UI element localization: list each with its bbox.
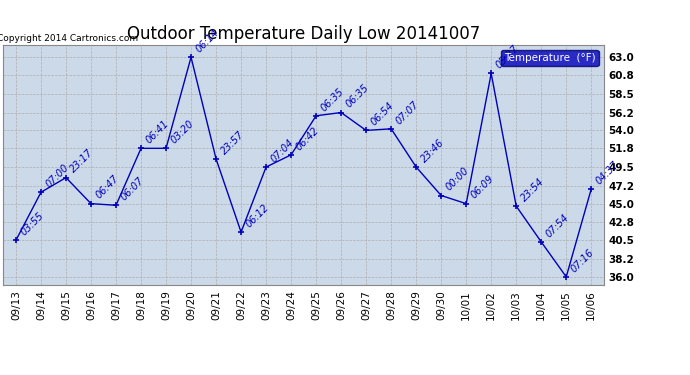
Text: 07:54: 07:54 (544, 212, 571, 239)
Text: 06:47: 06:47 (94, 174, 121, 201)
Text: 05:27: 05:27 (494, 44, 521, 71)
Text: 23:17: 23:17 (69, 148, 96, 175)
Text: 23:54: 23:54 (519, 176, 546, 203)
Text: 07:00: 07:00 (43, 162, 71, 189)
Text: 06:14: 06:14 (194, 27, 221, 54)
Title: Outdoor Temperature Daily Low 20141007: Outdoor Temperature Daily Low 20141007 (127, 26, 480, 44)
Text: 23:46: 23:46 (419, 137, 446, 164)
Text: Copyright 2014 Cartronics.com: Copyright 2014 Cartronics.com (0, 34, 139, 43)
Text: 06:35: 06:35 (319, 86, 346, 113)
Text: 04:37: 04:37 (594, 159, 621, 186)
Text: 00:00: 00:00 (444, 166, 471, 193)
Text: 06:35: 06:35 (344, 83, 371, 110)
Text: 06:09: 06:09 (469, 174, 496, 201)
Text: 03:20: 03:20 (169, 118, 196, 146)
Text: 06:12: 06:12 (244, 202, 271, 229)
Text: 03:55: 03:55 (19, 210, 46, 237)
Text: 06:54: 06:54 (369, 100, 396, 128)
Text: 07:04: 07:04 (269, 137, 296, 164)
Text: 06:41: 06:41 (144, 118, 171, 146)
Text: 06:07: 06:07 (119, 176, 146, 202)
Text: 23:57: 23:57 (219, 129, 246, 156)
Text: 07:16: 07:16 (569, 247, 596, 274)
Text: 06:42: 06:42 (294, 125, 321, 152)
Text: 07:07: 07:07 (394, 99, 421, 126)
Legend: Temperature  (°F): Temperature (°F) (501, 50, 598, 66)
